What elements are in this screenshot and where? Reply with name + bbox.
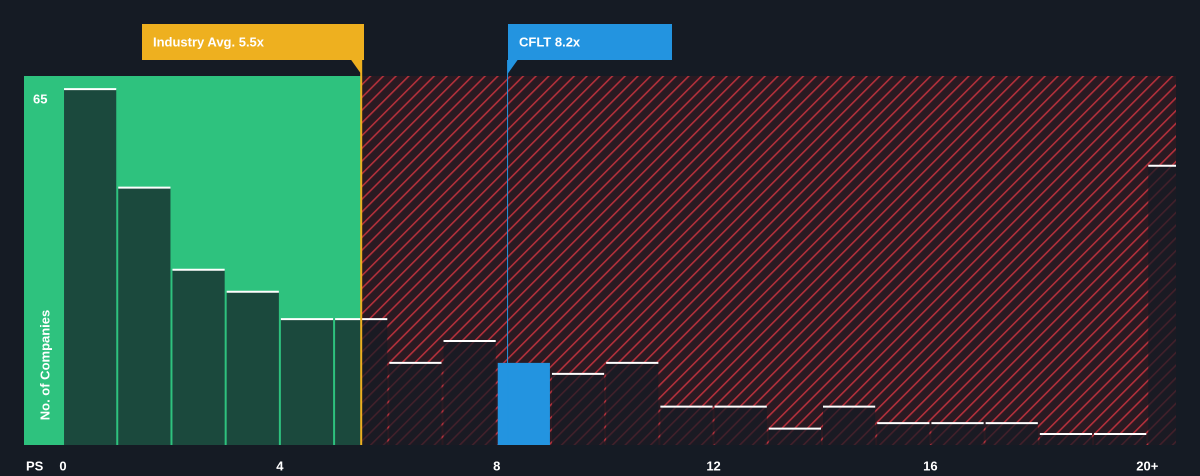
over-region: [361, 76, 1177, 445]
bar: [877, 423, 930, 445]
bar: [768, 428, 821, 445]
bar: [1148, 165, 1176, 445]
bar: [714, 406, 767, 445]
x-tick-label: 8: [493, 458, 500, 473]
x-tick-label: 4: [276, 458, 284, 473]
bar: [660, 406, 713, 445]
bar: [606, 362, 659, 445]
bar: [985, 423, 1038, 445]
bar: [226, 291, 279, 445]
annotation-box: [508, 24, 672, 60]
bar: [931, 423, 984, 445]
bar: [443, 340, 496, 445]
y-tick-label: 65: [33, 92, 47, 107]
annotation-pointer: [507, 60, 518, 74]
annotation-box: [142, 24, 364, 60]
bar: [822, 406, 876, 445]
bar: [1039, 434, 1093, 445]
annotation-pointer: [351, 60, 362, 74]
bar: [497, 362, 550, 445]
annotation-label: Industry Avg. 5.5x: [153, 34, 265, 49]
y-axis-label: No. of Companies: [37, 310, 52, 421]
bar: [118, 187, 171, 445]
x-tick-label: 0: [59, 458, 66, 473]
bar: [551, 373, 605, 445]
x-tick-label: 20+: [1136, 458, 1158, 473]
x-tick-label: 12: [706, 458, 720, 473]
bar: [1094, 434, 1147, 445]
bar: [280, 319, 334, 445]
x-axis-label: PS: [26, 458, 44, 473]
bar: [389, 362, 442, 445]
bar: [64, 89, 117, 445]
bar: [172, 269, 225, 445]
x-tick-label: 16: [923, 458, 937, 473]
annotation-label: CFLT 8.2x: [519, 34, 581, 49]
